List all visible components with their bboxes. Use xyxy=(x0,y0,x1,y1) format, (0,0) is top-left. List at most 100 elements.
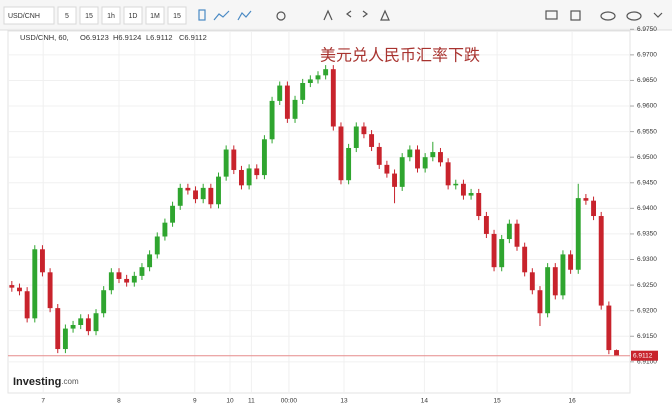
interval-text: 1M xyxy=(150,13,160,20)
candle-body xyxy=(323,69,329,76)
y-tick-label: 6.9200 xyxy=(637,307,657,314)
candle-body xyxy=(93,313,99,332)
interval-text: 15 xyxy=(173,13,181,20)
cloud-icon[interactable] xyxy=(600,11,616,21)
x-tick-label: 16 xyxy=(569,398,577,405)
cloud-up-icon[interactable] xyxy=(626,11,642,21)
candle-body xyxy=(208,187,214,205)
candle-body xyxy=(614,350,619,356)
last-price-box xyxy=(631,350,658,361)
candle-body xyxy=(9,285,15,288)
settings-icon[interactable] xyxy=(276,11,286,21)
redo-icon[interactable] xyxy=(362,10,368,18)
candle-body xyxy=(307,79,313,83)
y-tick-label: 6.9700 xyxy=(637,52,657,59)
candle-body xyxy=(139,267,145,276)
y-tick-label: 6.9350 xyxy=(637,231,657,238)
compare-icon[interactable] xyxy=(323,9,333,21)
x-tick-label: 9 xyxy=(193,398,197,405)
x-tick-label: 8 xyxy=(117,398,121,405)
y-tick-label: 6.9300 xyxy=(637,256,657,263)
undo-icon[interactable] xyxy=(346,10,352,18)
candle-body xyxy=(254,168,260,176)
candle-body xyxy=(353,126,359,148)
candle-body xyxy=(453,183,459,186)
candle-body xyxy=(384,164,390,174)
candle-body xyxy=(392,173,397,187)
candle-body xyxy=(529,272,535,291)
candle-body xyxy=(491,233,497,268)
y-tick-label: 6.9550 xyxy=(637,128,657,135)
candle-body xyxy=(300,83,306,100)
candle-body xyxy=(552,267,558,296)
candle-body xyxy=(514,223,520,247)
candle-body xyxy=(277,85,283,101)
candle-body xyxy=(545,267,551,314)
candle-body xyxy=(284,85,290,119)
header-ohlc: H6.9124 xyxy=(113,33,141,42)
area-icon[interactable] xyxy=(237,10,252,21)
y-tick-label: 6.9500 xyxy=(637,154,657,161)
line-icon[interactable] xyxy=(213,10,230,21)
candle-body xyxy=(460,183,466,196)
y-tick-label: 6.9250 xyxy=(637,282,657,289)
candle-body xyxy=(116,272,122,279)
candle-body xyxy=(200,187,206,200)
candle-body xyxy=(193,190,198,200)
candle-body xyxy=(131,275,137,283)
candle-body xyxy=(376,146,382,165)
candle-body xyxy=(415,149,420,169)
y-tick-label: 6.9150 xyxy=(637,333,657,340)
y-tick-label: 6.9400 xyxy=(637,205,657,212)
candle-body xyxy=(185,187,191,191)
camera-icon[interactable] xyxy=(545,10,558,20)
fullscreen-icon[interactable] xyxy=(653,12,663,18)
layout-icon[interactable] xyxy=(570,10,581,21)
candle-body xyxy=(445,162,451,186)
symbol-text: USD/CNH xyxy=(8,13,40,20)
candle-body xyxy=(101,290,107,314)
draw-icon[interactable] xyxy=(380,9,390,21)
y-tick-label: 6.9650 xyxy=(637,77,657,84)
interval-button[interactable] xyxy=(123,6,143,25)
candle-body xyxy=(47,272,53,309)
interval-button[interactable] xyxy=(145,6,165,25)
candle-body xyxy=(407,149,413,158)
logo: Investing.com xyxy=(13,376,79,388)
candle-body xyxy=(422,157,428,169)
interval-button[interactable] xyxy=(79,6,99,25)
symbol-button[interactable] xyxy=(3,6,55,25)
y-tick-label: 6.9600 xyxy=(637,103,657,110)
interval-text: 5 xyxy=(65,13,69,20)
candle-body xyxy=(239,169,244,186)
plot-frame xyxy=(7,30,631,394)
toolbar-icons xyxy=(198,9,663,21)
candle-body xyxy=(246,168,252,186)
candle-body xyxy=(537,290,543,314)
candle-body xyxy=(170,205,176,223)
candle-body xyxy=(361,126,367,135)
y-tick-label: 6.9750 xyxy=(637,26,657,33)
candle-body xyxy=(17,287,22,292)
candle-body xyxy=(568,254,574,270)
candle-body xyxy=(55,308,61,350)
y-tick-label: 6.9450 xyxy=(637,179,657,186)
interval-button[interactable] xyxy=(57,6,77,25)
candle-body xyxy=(399,157,405,187)
candle-body xyxy=(108,272,114,291)
candle-body xyxy=(560,254,566,296)
candle-body xyxy=(522,246,528,273)
candle-body xyxy=(24,291,30,319)
candle-body xyxy=(261,139,267,176)
x-tick-label: 10 xyxy=(226,398,234,405)
interval-button[interactable] xyxy=(167,6,187,25)
candle-body xyxy=(346,147,352,181)
header-ohlc: C6.9112 xyxy=(179,33,207,42)
candle-body xyxy=(231,149,237,170)
candle-body xyxy=(591,200,597,217)
interval-button[interactable] xyxy=(101,6,121,25)
candle-body xyxy=(162,222,168,237)
candle-icon[interactable] xyxy=(198,9,206,21)
candle-body xyxy=(598,216,604,306)
